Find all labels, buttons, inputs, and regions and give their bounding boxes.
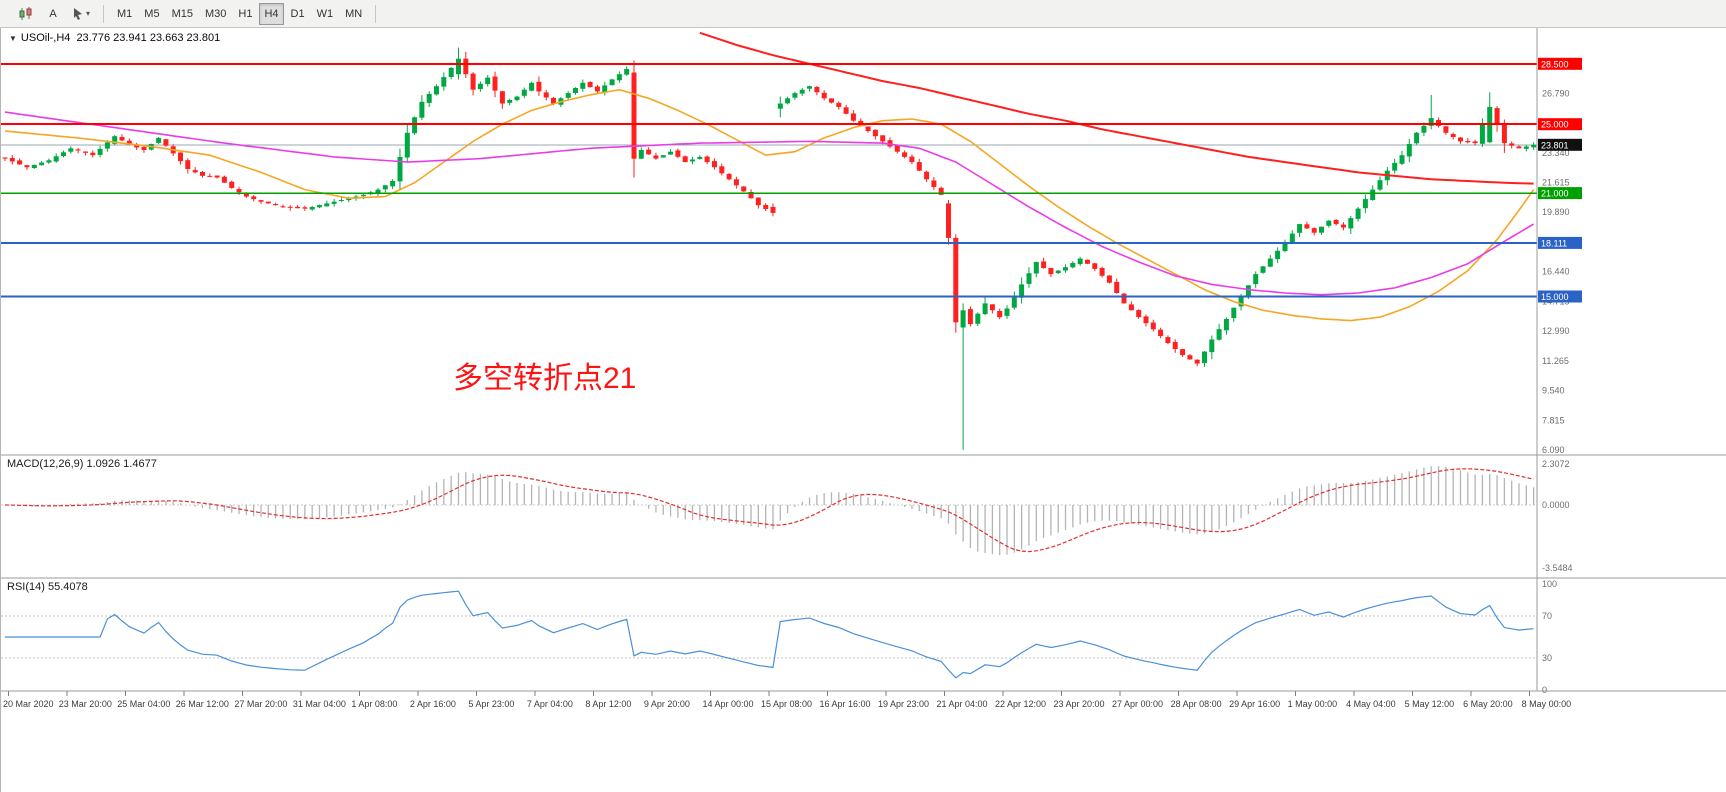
timeframe-m1-button[interactable]: M1 xyxy=(112,3,137,25)
svg-text:26 Mar 12:00: 26 Mar 12:00 xyxy=(176,699,229,709)
svg-text:23 Mar 20:00: 23 Mar 20:00 xyxy=(59,699,112,709)
svg-text:6 May 20:00: 6 May 20:00 xyxy=(1463,699,1513,709)
svg-text:70: 70 xyxy=(1542,611,1552,621)
svg-text:9 Apr 20:00: 9 Apr 20:00 xyxy=(644,699,690,709)
svg-text:8 Apr 12:00: 8 Apr 12:00 xyxy=(585,699,631,709)
svg-text:1 Apr 08:00: 1 Apr 08:00 xyxy=(351,699,397,709)
svg-text:100: 100 xyxy=(1542,579,1557,589)
svg-text:31 Mar 04:00: 31 Mar 04:00 xyxy=(293,699,346,709)
chevron-down-icon: ▾ xyxy=(86,9,91,18)
price-tag xyxy=(1538,57,1582,70)
cursor-tool-button[interactable]: ▾ xyxy=(67,3,95,25)
macd-signal-line xyxy=(4,468,1534,553)
svg-text:7.815: 7.815 xyxy=(1542,415,1565,425)
svg-text:27 Apr 00:00: 27 Apr 00:00 xyxy=(1112,699,1163,709)
svg-text:21.615: 21.615 xyxy=(1542,178,1570,188)
toolbar: A ▾ M1 M5 M15 M30 H1 H4 D1 W1 MN xyxy=(0,0,1726,28)
time-axis[interactable]: 20 Mar 2020 23 Mar 20:00 25 Mar 04:00 26 Ma… xyxy=(3,691,1571,709)
svg-text:2.3072: 2.3072 xyxy=(1542,459,1570,469)
symbol-ohlc-values: 23.776 23.941 23.663 23.801 xyxy=(76,32,221,44)
timeframe-w1-button[interactable]: W1 xyxy=(312,3,339,25)
ma-red-line xyxy=(699,31,1534,185)
svg-text:8 May 00:00: 8 May 00:00 xyxy=(1522,699,1572,709)
svg-text:5 Apr 23:00: 5 Apr 23:00 xyxy=(468,699,514,709)
svg-text:28.500: 28.500 xyxy=(1541,59,1569,69)
svg-text:26.790: 26.790 xyxy=(1542,88,1570,98)
text-tool-button[interactable]: A xyxy=(41,3,65,25)
price-tag xyxy=(1538,187,1582,200)
rsi-line xyxy=(5,590,1534,679)
svg-text:-3.5484: -3.5484 xyxy=(1542,563,1573,573)
svg-text:5 May 12:00: 5 May 12:00 xyxy=(1405,699,1455,709)
svg-text:4 May 04:00: 4 May 04:00 xyxy=(1346,699,1396,709)
svg-text:18.111: 18.111 xyxy=(1541,238,1567,248)
timeframe-h1-button[interactable]: H1 xyxy=(233,3,257,25)
svg-text:21.000: 21.000 xyxy=(1541,189,1569,199)
svg-text:23.340: 23.340 xyxy=(1542,148,1570,158)
timeframe-d1-button[interactable]: D1 xyxy=(286,3,310,25)
rsi-panel[interactable] xyxy=(1,590,1537,679)
macd-panel[interactable] xyxy=(1,466,1537,556)
price-chart-canvas[interactable]: 26.79025.06523.34021.61519.89018.16516.4… xyxy=(1,28,1726,792)
price-tag xyxy=(1538,290,1582,303)
timeframe-m5-button[interactable]: M5 xyxy=(139,3,164,25)
macd-label: MACD(12,26,9) xyxy=(7,458,84,470)
chart-annotation-text: 多空转折点21 xyxy=(453,362,637,395)
rsi-header: RSI(14) 55.4078 xyxy=(7,581,88,593)
svg-text:2 Apr 16:00: 2 Apr 16:00 xyxy=(410,699,456,709)
svg-text:29 Apr 16:00: 29 Apr 16:00 xyxy=(1229,699,1280,709)
svg-text:20 Mar 2020: 20 Mar 2020 xyxy=(3,699,54,709)
svg-text:21 Apr 04:00: 21 Apr 04:00 xyxy=(937,699,988,709)
candlestick-chart-button[interactable] xyxy=(14,3,39,25)
svg-text:30: 30 xyxy=(1542,653,1552,663)
svg-text:16 Apr 16:00: 16 Apr 16:00 xyxy=(820,699,871,709)
svg-text:25.000: 25.000 xyxy=(1541,120,1569,130)
svg-text:22 Apr 12:00: 22 Apr 12:00 xyxy=(995,699,1046,709)
svg-text:19 Apr 23:00: 19 Apr 23:00 xyxy=(878,699,929,709)
rsi-values: 55.4078 xyxy=(47,581,88,593)
svg-text:14 Apr 00:00: 14 Apr 00:00 xyxy=(703,699,754,709)
timeframe-m15-button[interactable]: M15 xyxy=(167,3,198,25)
macd-header: MACD(12,26,9) 1.0926 1.4677 xyxy=(7,458,157,470)
candlestick-chart-icon xyxy=(19,6,32,20)
svg-text:1 May 00:00: 1 May 00:00 xyxy=(1288,699,1338,709)
svg-text:27 Mar 20:00: 27 Mar 20:00 xyxy=(234,699,287,709)
ma-orange-line xyxy=(4,88,1535,322)
svg-text:19.890: 19.890 xyxy=(1542,207,1570,217)
svg-text:7 Apr 04:00: 7 Apr 04:00 xyxy=(527,699,573,709)
symbol-name: USOil-,H4 xyxy=(20,32,71,44)
price-tag xyxy=(1538,236,1582,249)
svg-text:0.0000: 0.0000 xyxy=(1542,500,1570,510)
rsi-label: RSI(14) xyxy=(7,581,45,593)
chart-window: 26.79025.06523.34021.61519.89018.16516.4… xyxy=(0,28,1726,792)
svg-text:15 Apr 08:00: 15 Apr 08:00 xyxy=(761,699,812,709)
price-axis[interactable]: 26.79025.06523.34021.61519.89018.16516.4… xyxy=(1,28,1726,695)
svg-text:9.540: 9.540 xyxy=(1542,386,1565,396)
ma-magenta-line xyxy=(4,111,1535,296)
svg-text:15.000: 15.000 xyxy=(1541,292,1569,302)
svg-text:25 Mar 04:00: 25 Mar 04:00 xyxy=(117,699,170,709)
timeframe-m30-button[interactable]: M30 xyxy=(200,3,231,25)
symbol-collapse-icon[interactable]: ▼ xyxy=(9,34,17,43)
cursor-tool-icon xyxy=(74,8,82,20)
chart-symbol-header: ▼ USOil-,H4 23.776 23.941 23.663 23.801 xyxy=(9,32,220,44)
price-tag xyxy=(1538,138,1582,151)
toolbar-separator xyxy=(103,4,105,23)
toolbar-separator xyxy=(375,4,377,23)
svg-text:11.265: 11.265 xyxy=(1542,356,1569,366)
svg-text:16.440: 16.440 xyxy=(1542,267,1570,277)
svg-text:23.801: 23.801 xyxy=(1541,140,1569,150)
macd-values: 1.0926 1.4677 xyxy=(86,458,157,470)
horizontal-levels xyxy=(1,62,1537,298)
svg-text:0: 0 xyxy=(1542,685,1547,695)
price-tag xyxy=(1538,118,1582,131)
svg-text:28 Apr 08:00: 28 Apr 08:00 xyxy=(1171,699,1222,709)
timeframe-h4-button[interactable]: H4 xyxy=(259,2,284,25)
svg-text:23 Apr 20:00: 23 Apr 20:00 xyxy=(1054,699,1105,709)
timeframe-mn-button[interactable]: MN xyxy=(340,3,367,25)
svg-text:6.090: 6.090 xyxy=(1542,445,1565,455)
svg-text:12.990: 12.990 xyxy=(1542,326,1570,336)
candlestick-series xyxy=(2,47,1537,450)
